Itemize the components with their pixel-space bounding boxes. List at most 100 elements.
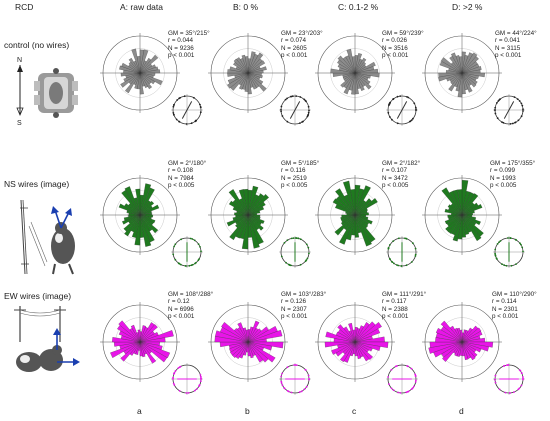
- circular-point: [199, 380, 202, 383]
- rose-sector: [135, 188, 141, 216]
- circular-point: [494, 254, 497, 256]
- circular-point: [498, 241, 500, 243]
- circular-point: [290, 237, 293, 240]
- stats-control-b: GM = 23°/203° r = 0.074 N = 2605 p < 0.0…: [281, 30, 323, 60]
- circular-point: [280, 375, 283, 378]
- circular-point: [304, 260, 307, 263]
- circular-point: [185, 123, 188, 125]
- circular-point: [391, 118, 393, 121]
- circular-point: [200, 250, 202, 253]
- circular-point: [299, 96, 302, 98]
- circular-point: [393, 262, 395, 265]
- column-header-b: B: 0 %: [233, 2, 259, 12]
- circular-point: [522, 250, 524, 253]
- stats-control-d: GM = 44°/224° r = 0.041 N = 3115 p < 0.0…: [495, 30, 537, 60]
- circular-point: [177, 367, 180, 369]
- circular-point: [307, 111, 310, 114]
- panel-letter-b: b: [245, 406, 250, 416]
- control-illustration: N S: [16, 57, 78, 127]
- rose-plot-control-d: [422, 33, 502, 113]
- circular-point: [502, 121, 505, 124]
- circular-point: [505, 264, 508, 267]
- circular-point: [509, 123, 512, 125]
- circular-point: [514, 238, 517, 241]
- circular-point: [199, 106, 202, 109]
- circular-point: [501, 121, 503, 123]
- circular-point: [497, 100, 500, 102]
- circular-plot-ns-b: [279, 236, 311, 268]
- circular-point: [388, 383, 390, 385]
- circular-point: [414, 381, 417, 383]
- circular-point: [304, 369, 307, 371]
- circular-point: [305, 385, 308, 388]
- circular-point: [405, 264, 408, 267]
- rose-plot-ew-a: [100, 302, 180, 382]
- row-label-ew-wires: EW wires (image): [4, 291, 72, 301]
- circular-plot-ns-d: [493, 236, 525, 268]
- circular-point: [521, 104, 524, 107]
- circular-point: [499, 240, 502, 242]
- circular-point: [292, 237, 295, 239]
- circular-point: [178, 120, 181, 123]
- grey-device-icon: [34, 68, 78, 118]
- rose-sector: [457, 189, 463, 216]
- circular-point: [174, 243, 177, 246]
- circular-point: [495, 257, 498, 260]
- circular-point: [190, 122, 193, 125]
- circular-point: [494, 381, 497, 384]
- circular-point: [501, 263, 503, 266]
- circular-point: [174, 258, 177, 261]
- circular-point: [415, 379, 417, 382]
- circular-point: [298, 391, 301, 394]
- circular-point: [513, 391, 515, 393]
- circular-point: [307, 374, 310, 377]
- circular-point: [392, 98, 394, 101]
- circular-plot-ew-d: [493, 363, 525, 395]
- circular-point: [300, 390, 303, 393]
- circular-point: [494, 374, 497, 377]
- circular-point: [519, 242, 521, 245]
- stats-ns-d: GM = 175°/355° r = 0.099 N = 1993 p < 0.…: [490, 160, 536, 190]
- circular-point: [515, 263, 517, 265]
- ew-wires-illustration: [14, 306, 80, 372]
- circular-point: [285, 261, 287, 264]
- power-line-icon: [20, 199, 48, 275]
- circular-point: [414, 253, 417, 256]
- circular-point: [199, 246, 201, 248]
- circular-point: [299, 263, 302, 266]
- circular-point: [496, 117, 499, 120]
- circular-point: [411, 387, 414, 390]
- circular-point: [195, 119, 197, 122]
- rose-plot-control-c: [315, 33, 395, 113]
- circular-point: [286, 97, 288, 100]
- circular-point: [195, 388, 198, 390]
- circular-point: [391, 261, 394, 263]
- circular-point: [305, 100, 307, 103]
- circular-point: [176, 99, 179, 101]
- circular-point: [516, 98, 519, 100]
- circular-point: [509, 237, 512, 239]
- circular-point: [406, 365, 409, 367]
- circular-point: [504, 391, 507, 394]
- rose-sector: [244, 56, 249, 74]
- circular-point: [291, 95, 294, 98]
- circular-point: [199, 111, 202, 114]
- circular-point: [397, 264, 400, 267]
- circular-point: [404, 237, 406, 240]
- circular-point: [178, 366, 181, 368]
- circular-point: [398, 237, 400, 240]
- rose-sector: [459, 329, 463, 343]
- circular-point: [188, 264, 191, 267]
- circular-point: [511, 122, 514, 125]
- circular-point: [517, 119, 520, 122]
- circular-plot-control-a: [171, 94, 203, 126]
- circular-point: [185, 392, 188, 394]
- circular-point: [388, 104, 390, 106]
- circular-point: [299, 122, 301, 124]
- compass-north-label: N: [17, 57, 22, 64]
- circular-point: [286, 366, 289, 369]
- rose-sector: [458, 56, 463, 74]
- corner-label: RCD: [15, 2, 34, 12]
- circular-point: [513, 96, 516, 98]
- stats-ew-b: GM = 103°/283° r = 0.126 N = 2307 p < 0.…: [281, 291, 327, 321]
